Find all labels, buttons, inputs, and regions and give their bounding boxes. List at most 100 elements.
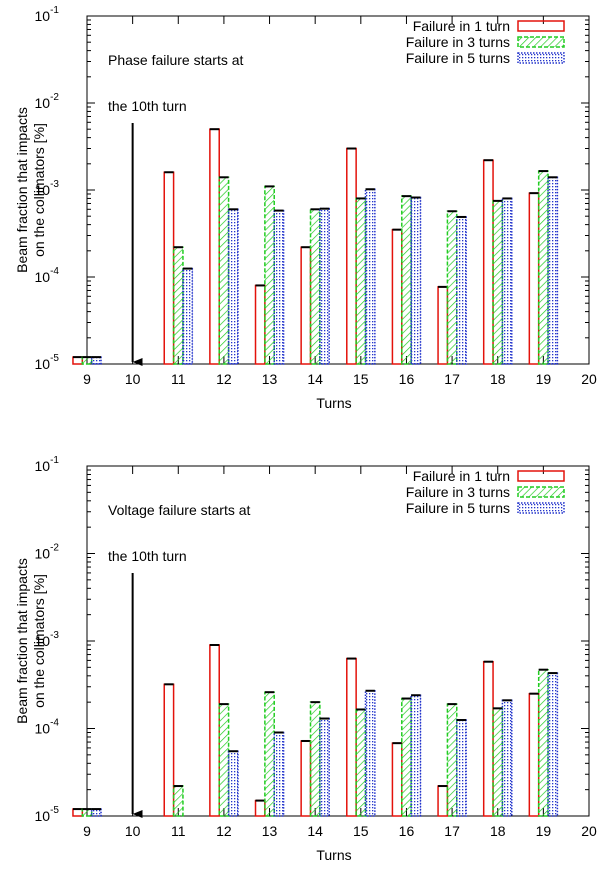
x-tick-label: 13: [262, 823, 278, 839]
bar-series-2-x-18: [492, 200, 504, 365]
bar-series-1-x-18: [482, 159, 494, 365]
annotation-line-2: the 10th turn: [108, 548, 187, 564]
bar-series-2-x-18: [492, 707, 504, 817]
bar-series-1-x-16: [391, 228, 403, 365]
bar-series-1-x-9: [72, 808, 84, 817]
bar-series-3-x-18: [501, 699, 513, 817]
bar-series-2-x-13: [264, 185, 275, 365]
x-tick-label: 15: [353, 371, 369, 387]
bar-series-2-x-12: [218, 176, 230, 365]
x-tick-label: 9: [83, 371, 91, 387]
x-tick-label: 19: [536, 823, 552, 839]
bar-series-2-x-9: [81, 356, 93, 365]
y-tick-label: 10-4: [35, 718, 60, 737]
legend-swatch-1: [517, 470, 565, 482]
y-axis-label-line-2: on the collimators [%]: [31, 123, 47, 257]
bar-series-1-x-12: [209, 644, 220, 817]
plot-frame: [86, 465, 590, 817]
bar-series-2-x-11: [172, 246, 184, 365]
x-tick-label: 12: [216, 823, 232, 839]
bar-series-2-x-14: [309, 208, 321, 365]
legend-label-2: Failure in 3 turns: [406, 34, 510, 50]
x-tick-label: 18: [490, 371, 506, 387]
bar-series-3-x-9: [90, 356, 102, 365]
bar-series-1-x-17: [437, 286, 449, 365]
y-tick-label: 10-2: [35, 92, 60, 111]
bar-series-2-x-16: [401, 195, 412, 365]
bar-series-1-x-13: [254, 284, 266, 365]
x-tick-label: 14: [307, 823, 323, 839]
legend-label-3: Failure in 5 turns: [406, 50, 510, 66]
bar-series-3-x-15: [364, 690, 376, 817]
x-tick-label: 17: [444, 371, 460, 387]
bar-series-1-x-18: [482, 660, 494, 817]
bar-series-3-x-18: [501, 197, 513, 365]
x-tick-label: 11: [171, 371, 186, 387]
bar-series-3-x-16: [410, 694, 422, 817]
x-tick-label: 13: [262, 371, 278, 387]
legend-swatch-3: [517, 502, 565, 514]
annotation-line-2: the 10th turn: [108, 98, 187, 114]
legend-label-1: Failure in 1 turn: [413, 468, 510, 484]
bar-series-2-x-15: [355, 197, 367, 365]
bar-series-2-x-15: [355, 708, 367, 817]
y-axis-label-line-1: Beam fraction that impacts: [14, 107, 30, 273]
bar-series-1-x-15: [346, 657, 357, 817]
bar-series-3-x-19: [547, 176, 559, 365]
y-tick-label: 10-1: [35, 455, 60, 474]
bar-series-1-x-19: [528, 192, 540, 365]
legend-swatch-2: [517, 36, 565, 48]
y-tick-label: 10-1: [35, 5, 60, 24]
y-axis-label-line-2: on the collimators [%]: [31, 574, 47, 708]
bar-series-1-x-19: [528, 692, 540, 817]
bar-series-1-x-16: [391, 742, 403, 817]
legend-label-3: Failure in 5 turns: [406, 500, 510, 516]
bar-series-2-x-11: [172, 785, 184, 817]
bar-series-3-x-14: [319, 717, 330, 817]
bar-series-3-x-19: [547, 672, 559, 817]
x-tick-label: 19: [536, 371, 552, 387]
legend-label-1: Failure in 1 turn: [413, 18, 510, 34]
x-tick-label: 16: [399, 371, 415, 387]
legend-label-2: Failure in 3 turns: [406, 484, 510, 500]
bar-series-2-x-12: [218, 703, 230, 817]
legend-swatch-3: [517, 52, 565, 64]
legend-swatch-1: [517, 20, 565, 32]
x-tick-label: 20: [581, 823, 597, 839]
bar-series-1-x-13: [254, 799, 266, 817]
x-tick-label: 16: [399, 823, 415, 839]
bar-series-2-x-17: [446, 210, 458, 365]
bar-series-1-x-14: [300, 740, 312, 817]
bar-series-2-x-13: [264, 691, 275, 817]
bar-series-3-x-11: [182, 267, 194, 365]
bar-series-1-x-9: [72, 356, 84, 365]
x-tick-label: 10: [125, 371, 141, 387]
bar-series-1-x-11: [163, 683, 175, 817]
bar-series-2-x-19: [537, 170, 549, 365]
x-tick-label: 20: [581, 371, 597, 387]
x-tick-label: 10: [125, 823, 141, 839]
bar-series-3-x-16: [410, 196, 422, 365]
x-tick-label: 17: [444, 823, 460, 839]
bar-series-3-x-13: [273, 209, 285, 365]
bar-series-1-x-15: [346, 147, 357, 365]
y-tick-label: 10-2: [35, 543, 60, 562]
bar-series-3-x-15: [364, 188, 376, 365]
bar-series-1-x-14: [300, 246, 312, 365]
bar-series-1-x-17: [437, 785, 449, 817]
bar-series-1-x-11: [163, 171, 175, 365]
bar-series-2-x-14: [309, 701, 321, 817]
chart-panel-1: 10-510-410-310-210-19 10 11 12 13 14 15 16 17 18 1…: [14, 5, 597, 411]
bar-series-3-x-13: [273, 731, 285, 817]
bar-series-3-x-12: [227, 208, 239, 365]
bar-series-3-x-14: [319, 207, 330, 365]
y-tick-label: 10-5: [35, 353, 60, 372]
annotation-line-1: Phase failure starts at: [108, 52, 244, 68]
y-tick-label: 10-5: [35, 805, 60, 824]
x-tick-label: 11: [171, 823, 186, 839]
chart-panel-2: 10-510-410-310-210-19 10 11 12 13 14 15 16 17 18 1…: [14, 455, 597, 863]
bar-series-2-x-19: [537, 668, 549, 817]
x-axis-label: Turns: [316, 847, 351, 863]
legend-swatch-2: [517, 486, 565, 498]
